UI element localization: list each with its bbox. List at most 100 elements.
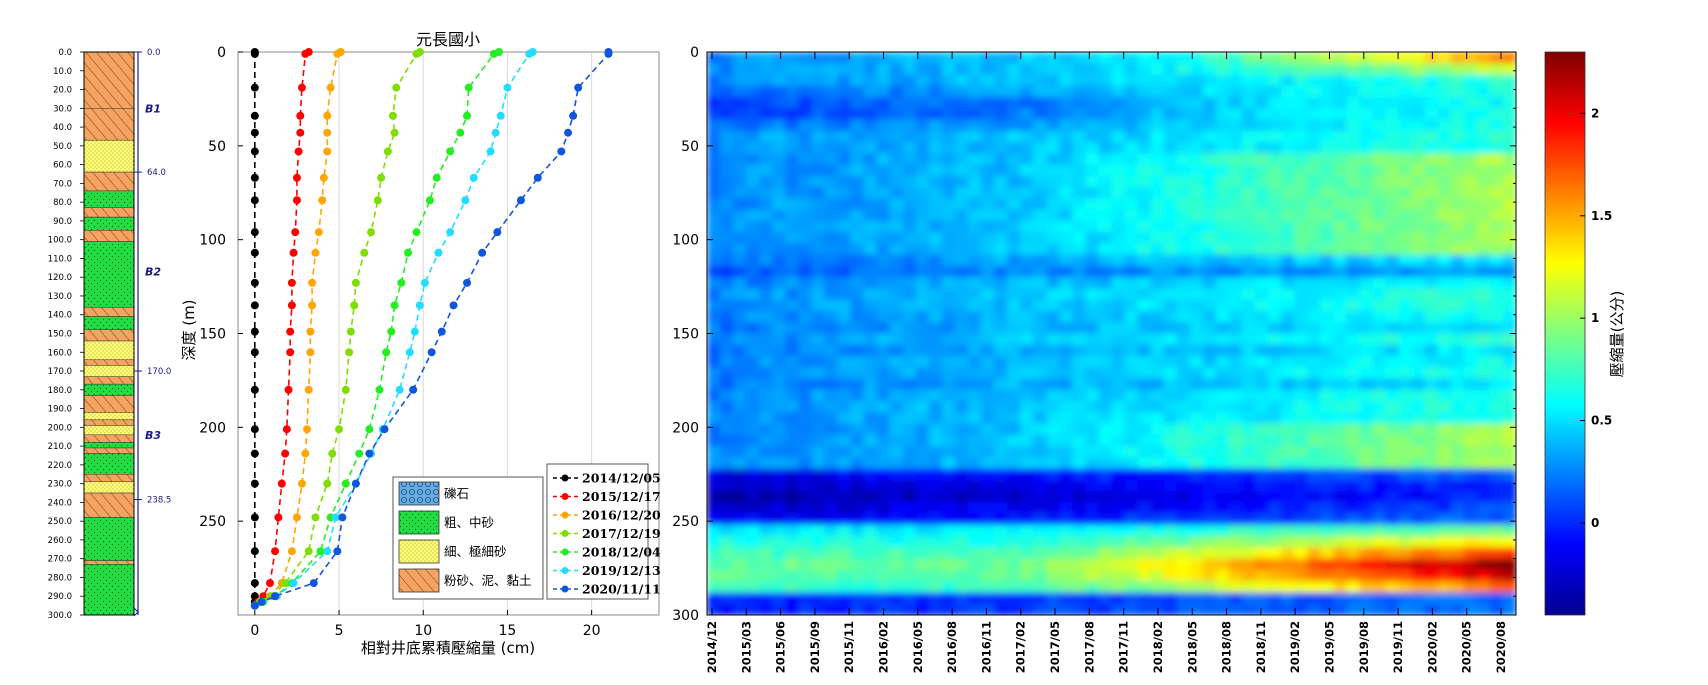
- heatmap-cell: [733, 108, 747, 121]
- heatmap-cell: [876, 513, 891, 526]
- heatmap-cell: [994, 209, 1008, 222]
- heatmap-cell: [811, 52, 826, 65]
- heatmap-cell: [772, 468, 787, 481]
- heatmap-cell: [1202, 175, 1217, 188]
- heatmap-cell: [1385, 265, 1400, 278]
- heatmap-cell: [850, 457, 865, 470]
- heatmap-cell: [837, 344, 852, 357]
- heatmap-cell: [1489, 265, 1504, 278]
- heatmap-cell: [1163, 446, 1178, 459]
- heatmap-cell: [1150, 209, 1165, 222]
- heatmap-cell: [759, 209, 774, 222]
- heatmap-cell: [811, 119, 826, 132]
- heatmap-cell: [1489, 468, 1504, 481]
- heatmap-cell: [1320, 479, 1335, 492]
- series-point: [464, 83, 473, 92]
- heatmap-cell: [1020, 513, 1035, 526]
- aquifer-label: B1: [145, 102, 161, 115]
- heatmap-cell: [1150, 468, 1165, 481]
- heatmap-cell: [720, 187, 734, 200]
- heatmap-cell: [733, 220, 747, 233]
- heatmap-cell: [1020, 389, 1035, 402]
- heatmap-cell: [1294, 299, 1309, 312]
- heatmap-cell: [954, 63, 969, 76]
- series-point: [496, 111, 505, 120]
- heatmap-cell: [1424, 288, 1439, 301]
- heatmap-cell: [1463, 491, 1478, 504]
- heatmap-cell: [1124, 344, 1139, 357]
- heatmap-cell: [707, 333, 721, 346]
- heatmap-cell: [915, 356, 930, 369]
- heatmap-cell: [1072, 581, 1087, 594]
- heatmap-cell: [1020, 74, 1035, 87]
- heatmap-cell: [1176, 446, 1191, 459]
- heatmap-cell: [1033, 119, 1048, 132]
- heatmap-cell: [707, 254, 721, 267]
- heatmap-cell: [1398, 265, 1413, 278]
- heatmap-cell: [1489, 232, 1504, 245]
- heatmap-cell: [733, 243, 747, 256]
- heatmap-cell: [1215, 220, 1230, 233]
- heatmap-cell: [1294, 97, 1309, 110]
- heatmap-cell: [863, 558, 878, 571]
- heatmap-cell: [824, 232, 839, 245]
- heatmap-cell: [1307, 175, 1322, 188]
- heatmap-cell: [1320, 513, 1335, 526]
- heatmap-cell: [1163, 333, 1178, 346]
- heatmap-cell: [1228, 85, 1243, 98]
- heatmap-cell: [1202, 569, 1217, 583]
- heatmap-cell: [785, 265, 800, 278]
- heatmap-cell: [1359, 310, 1374, 324]
- heatmap-cell: [1320, 457, 1335, 470]
- heatmap-cell: [1020, 322, 1035, 335]
- colorbar-ticks: 00.511.52: [1580, 106, 1612, 530]
- heatmap-cell: [1033, 434, 1048, 447]
- heatmap-cell: [876, 468, 891, 481]
- heatmap-cell: [1502, 479, 1516, 492]
- heatmap-cell: [928, 97, 943, 110]
- heatmap-cell: [1085, 108, 1100, 121]
- heatmap-cell: [1007, 322, 1021, 335]
- heatmap-cell: [1098, 513, 1113, 526]
- heatmap-cell: [1137, 97, 1152, 110]
- heatmap-cell: [759, 243, 774, 256]
- heatmap-cell: [1476, 142, 1491, 155]
- heatmap-cell: [1111, 592, 1126, 605]
- heatmap-cell: [837, 367, 852, 380]
- series-point: [250, 83, 259, 92]
- heatmap-cell: [994, 243, 1008, 256]
- heatmap-cell: [811, 153, 826, 166]
- aquifer-label: B2: [145, 266, 161, 279]
- heatmap-cell: [1085, 130, 1100, 143]
- heatmap-cell: [876, 457, 891, 470]
- heatmap-cell: [915, 130, 930, 143]
- strat-depth-tick: 100.0: [48, 236, 72, 246]
- heatmap-cell: [824, 412, 839, 425]
- heatmap-cell: [733, 569, 747, 583]
- heatmap-cell: [746, 367, 760, 380]
- heatmap-cell: [863, 209, 878, 222]
- heatmap-cell: [981, 277, 995, 290]
- heatmap-cell: [1215, 187, 1230, 200]
- heatmap-cell: [733, 446, 747, 459]
- heatmap-cell: [1215, 603, 1230, 615]
- heatmap-cell: [785, 569, 800, 583]
- heatmap-cell: [967, 310, 982, 324]
- heatmap-cell: [811, 412, 826, 425]
- heatmap-cell: [1150, 412, 1165, 425]
- heatmap-cell: [928, 232, 943, 245]
- heatmap-cell: [889, 130, 904, 143]
- heatmap-cell: [824, 108, 839, 121]
- heatmap-cell: [1202, 603, 1217, 615]
- heatmap-cell: [1176, 367, 1191, 380]
- heatmap-cell: [1059, 220, 1074, 233]
- heatmap-cell: [1294, 412, 1309, 425]
- heatmap-cell: [1046, 524, 1061, 537]
- heatmap-cell: [1150, 164, 1165, 177]
- series-point: [250, 111, 259, 120]
- heatmap-cell: [1424, 175, 1439, 188]
- heatmap-x-tick-label: 2015/09: [808, 621, 822, 673]
- heatmap-cell: [1020, 153, 1035, 166]
- heatmap-cell: [954, 108, 969, 121]
- heatmap-cell: [1346, 434, 1361, 447]
